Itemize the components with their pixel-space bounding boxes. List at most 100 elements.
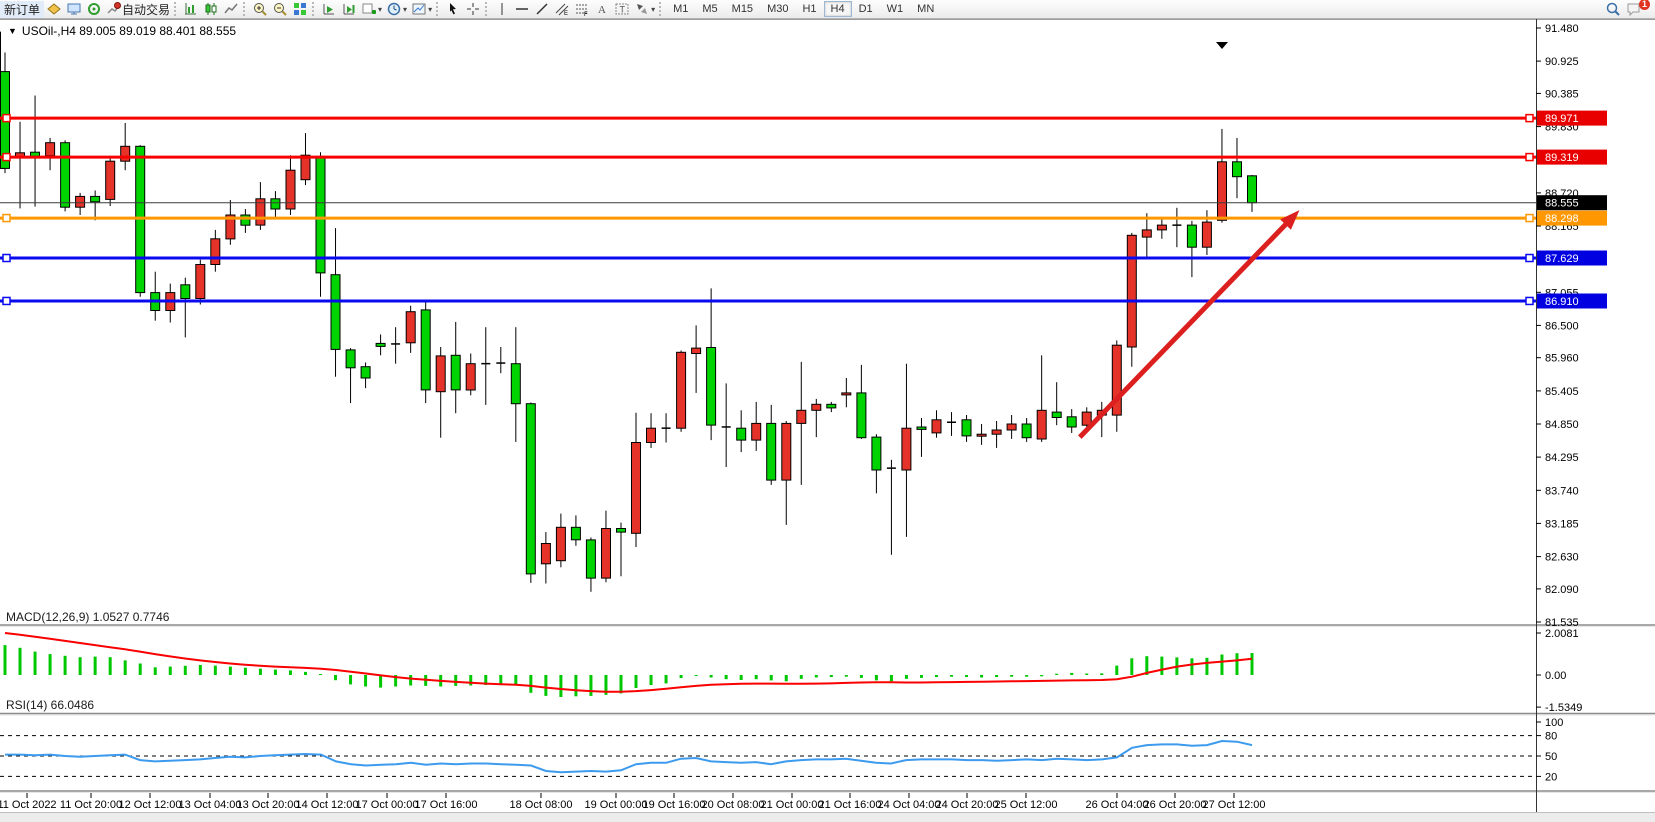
new-order-button[interactable]: 新订单 bbox=[0, 0, 45, 18]
search-icon[interactable] bbox=[1603, 1, 1623, 18]
svg-text:81.535: 81.535 bbox=[1545, 617, 1579, 629]
chart-title-text: USOil-,H4 89.005 89.019 88.401 88.555 bbox=[21, 24, 237, 38]
toolbar-grip bbox=[485, 2, 490, 16]
svg-text:83.185: 83.185 bbox=[1545, 518, 1579, 530]
svg-text:-1.5349: -1.5349 bbox=[1545, 702, 1582, 714]
price-badge bbox=[1537, 149, 1607, 165]
macd-panel bbox=[3, 632, 1254, 697]
timeframe-w1[interactable]: W1 bbox=[886, 3, 904, 15]
svg-text:24 Oct 04:00: 24 Oct 04:00 bbox=[878, 799, 941, 811]
svg-text:84.850: 84.850 bbox=[1545, 419, 1579, 431]
template-button[interactable]: ▾ bbox=[409, 1, 434, 18]
svg-text:20 Oct 08:00: 20 Oct 08:00 bbox=[702, 799, 765, 811]
toolbar-grip bbox=[659, 2, 664, 16]
timeframe-mn[interactable]: MN bbox=[917, 3, 935, 15]
trend-arrow[interactable] bbox=[1078, 210, 1300, 439]
svg-text:24 Oct 20:00: 24 Oct 20:00 bbox=[936, 799, 999, 811]
add-indicator-button[interactable]: ▾ bbox=[359, 1, 384, 18]
svg-text:F: F bbox=[584, 12, 588, 17]
svg-text:11 Oct 2022: 11 Oct 2022 bbox=[0, 799, 57, 811]
chart-window: 91.480 90.925 90.385 89.830 88.720 88.165 87.0… bbox=[0, 19, 1655, 822]
timeframe-h4[interactable]: H4 bbox=[823, 1, 852, 17]
notification-badge: 1 bbox=[1639, 0, 1650, 10]
period-button[interactable]: ▾ bbox=[384, 1, 409, 18]
autotrading-label: 自动交易 bbox=[122, 2, 171, 17]
indicator-axes: 2.0081 0.00 -1.5349 100 80 50 20 bbox=[1536, 628, 1582, 783]
svg-text:86.910: 86.910 bbox=[1545, 296, 1579, 308]
toolbar-grip bbox=[436, 2, 441, 16]
chevron-down-icon: ▾ bbox=[378, 4, 383, 14]
svg-text:19 Oct 16:00: 19 Oct 16:00 bbox=[643, 799, 706, 811]
navigator-icon[interactable] bbox=[84, 1, 104, 18]
svg-text:89.971: 89.971 bbox=[1545, 113, 1579, 125]
autotrading-button[interactable]: 自动交易 bbox=[104, 1, 172, 18]
zoom-in-icon[interactable] bbox=[250, 1, 270, 18]
vertical-line-tool[interactable] bbox=[492, 1, 512, 18]
svg-text:85.405: 85.405 bbox=[1545, 386, 1579, 398]
timeframe-m30[interactable]: M30 bbox=[767, 3, 789, 15]
text-tool[interactable]: A bbox=[592, 1, 612, 18]
timeframe-d1[interactable]: D1 bbox=[858, 3, 873, 15]
svg-text:14 Oct 12:00: 14 Oct 12:00 bbox=[296, 799, 359, 811]
gold-bars-icon[interactable] bbox=[44, 1, 64, 18]
svg-text:17 Oct 16:00: 17 Oct 16:00 bbox=[415, 799, 478, 811]
trendline-tool[interactable] bbox=[532, 1, 552, 18]
svg-text:20: 20 bbox=[1545, 771, 1557, 783]
text-label-tool[interactable]: T bbox=[612, 1, 632, 18]
horizontal-lines[interactable] bbox=[0, 113, 1536, 306]
svg-text:12 Oct 12:00: 12 Oct 12:00 bbox=[119, 799, 182, 811]
timeframe-m1[interactable]: M1 bbox=[673, 3, 689, 15]
svg-text:E: E bbox=[564, 11, 568, 17]
svg-text:2.0081: 2.0081 bbox=[1545, 628, 1579, 640]
chart-shift-icon[interactable] bbox=[339, 1, 359, 18]
svg-text:82.090: 82.090 bbox=[1545, 584, 1579, 596]
chart-shift-marker bbox=[1216, 42, 1228, 49]
timeframe-m5[interactable]: M5 bbox=[702, 3, 718, 15]
cursor-tool[interactable] bbox=[443, 1, 463, 18]
rsi-panel bbox=[0, 735, 1536, 777]
svg-text:82.630: 82.630 bbox=[1545, 552, 1579, 564]
svg-text:26 Oct 04:00: 26 Oct 04:00 bbox=[1086, 799, 1149, 811]
auto-scroll-icon[interactable] bbox=[319, 1, 339, 18]
svg-text:84.295: 84.295 bbox=[1545, 452, 1579, 464]
tile-windows-icon[interactable] bbox=[290, 1, 310, 18]
chart-title: ▼ USOil-,H4 89.005 89.019 88.401 88.555 bbox=[8, 24, 236, 38]
market-watch-icon[interactable] bbox=[64, 1, 84, 18]
timeframe-h1[interactable]: H1 bbox=[802, 3, 817, 15]
toolbar-grip bbox=[243, 2, 248, 16]
svg-text:11 Oct 20:00: 11 Oct 20:00 bbox=[60, 799, 122, 811]
candlestick-chart-icon[interactable] bbox=[201, 1, 221, 18]
symbol-dropdown-icon[interactable]: ▼ bbox=[8, 26, 17, 36]
svg-text:0.00: 0.00 bbox=[1545, 670, 1566, 682]
bar-chart-icon[interactable] bbox=[181, 1, 201, 18]
svg-text:13 Oct 20:00: 13 Oct 20:00 bbox=[237, 799, 300, 811]
arrows-tool[interactable]: ▾ bbox=[632, 1, 657, 18]
timeframe-m15[interactable]: M15 bbox=[731, 3, 754, 15]
svg-text:88.298: 88.298 bbox=[1545, 213, 1579, 225]
svg-text:80: 80 bbox=[1545, 731, 1557, 743]
svg-text:26 Oct 20:00: 26 Oct 20:00 bbox=[1144, 799, 1207, 811]
line-chart-icon[interactable] bbox=[221, 1, 241, 18]
zoom-out-icon[interactable] bbox=[270, 1, 290, 18]
svg-text:90.925: 90.925 bbox=[1545, 56, 1579, 68]
fibonacci-tool[interactable]: F bbox=[572, 1, 592, 18]
main-toolbar: 新订单 自动交易 bbox=[0, 0, 1655, 19]
svg-text:100: 100 bbox=[1545, 717, 1563, 729]
price-badge bbox=[1537, 195, 1607, 211]
svg-text:90.385: 90.385 bbox=[1545, 88, 1579, 100]
svg-text:T: T bbox=[620, 5, 626, 15]
crosshair-tool[interactable] bbox=[463, 1, 483, 18]
price-axis[interactable]: 91.48090.92590.38589.83088.72088.16587.0… bbox=[1536, 23, 1607, 629]
toolbar-grip bbox=[312, 2, 317, 16]
svg-text:27 Oct 12:00: 27 Oct 12:00 bbox=[1203, 799, 1266, 811]
svg-text:88.555: 88.555 bbox=[1545, 198, 1579, 210]
horizontal-line-tool[interactable] bbox=[512, 1, 532, 18]
price-badge bbox=[1537, 210, 1607, 226]
equidistant-channel-tool[interactable]: E bbox=[552, 1, 572, 18]
chart-canvas[interactable]: 91.48090.92590.38589.83088.72088.16587.0… bbox=[0, 19, 1655, 822]
notifications-button[interactable]: 1 bbox=[1623, 0, 1650, 18]
svg-text:87.629: 87.629 bbox=[1545, 253, 1579, 265]
svg-text:18 Oct 08:00: 18 Oct 08:00 bbox=[510, 799, 573, 811]
